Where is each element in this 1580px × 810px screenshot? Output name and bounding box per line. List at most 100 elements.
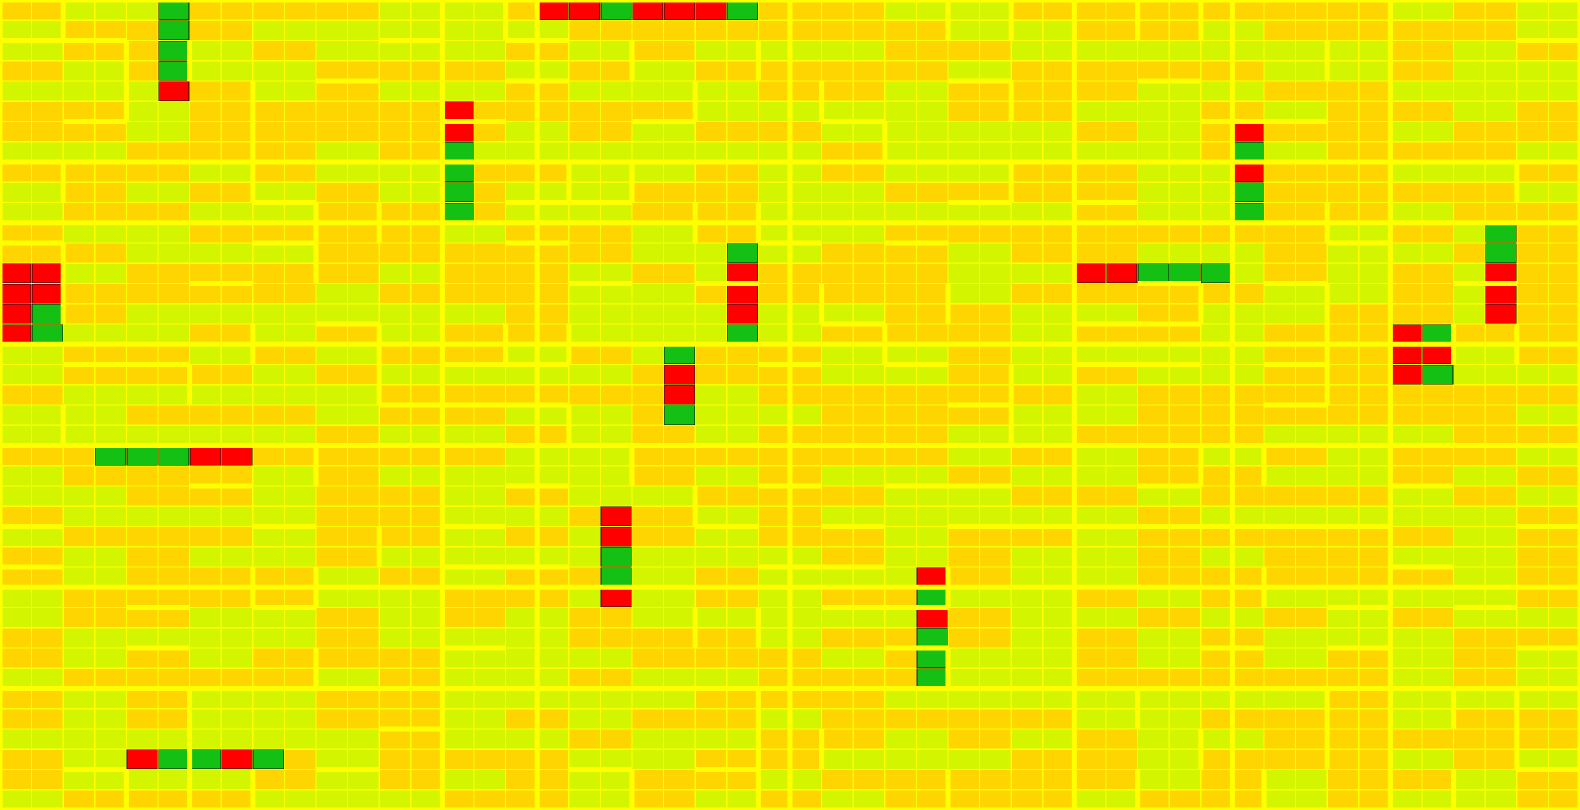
- tile[interactable]: [664, 203, 695, 223]
- tile[interactable]: [1169, 486, 1201, 506]
- tile[interactable]: [569, 41, 600, 61]
- tile[interactable]: [1169, 547, 1201, 567]
- tile[interactable]: [253, 527, 284, 547]
- tile[interactable]: [822, 182, 853, 202]
- tile[interactable]: [190, 20, 221, 40]
- tile[interactable]: [1043, 385, 1074, 405]
- tile[interactable]: [885, 0, 916, 20]
- tile[interactable]: [1485, 162, 1517, 182]
- tile[interactable]: [1422, 668, 1453, 688]
- tile[interactable]: [411, 284, 442, 304]
- tile[interactable]: [253, 608, 284, 628]
- tile[interactable]: [379, 284, 411, 304]
- tile[interactable]: [1106, 608, 1137, 628]
- tile[interactable]: [948, 243, 979, 263]
- tile[interactable]: [1106, 284, 1137, 304]
- tile[interactable]: [1549, 668, 1580, 688]
- tile[interactable]: [221, 527, 253, 547]
- piece-g-green-tile[interactable]: [1169, 263, 1201, 284]
- tile[interactable]: [379, 20, 411, 40]
- tile[interactable]: [221, 182, 253, 202]
- tile[interactable]: [158, 790, 189, 810]
- tile[interactable]: [1296, 770, 1327, 790]
- tile[interactable]: [1233, 41, 1264, 61]
- tile[interactable]: [1233, 304, 1264, 324]
- tile[interactable]: [1454, 729, 1485, 749]
- tile[interactable]: [190, 770, 221, 790]
- tile[interactable]: [632, 324, 663, 344]
- tile[interactable]: [759, 709, 790, 729]
- tile[interactable]: [948, 527, 979, 547]
- tile[interactable]: [695, 689, 727, 709]
- tile[interactable]: [537, 41, 569, 61]
- tile[interactable]: [853, 506, 885, 526]
- tile[interactable]: [1391, 0, 1422, 20]
- tile[interactable]: [506, 81, 537, 101]
- tile[interactable]: [285, 587, 316, 607]
- tile[interactable]: [727, 101, 758, 121]
- tile[interactable]: [1138, 41, 1169, 61]
- tile[interactable]: [1233, 770, 1264, 790]
- tile[interactable]: [443, 567, 474, 587]
- tile[interactable]: [917, 425, 948, 445]
- tile[interactable]: [917, 689, 948, 709]
- tile[interactable]: [948, 182, 979, 202]
- tile[interactable]: [727, 729, 758, 749]
- tile[interactable]: [1296, 729, 1327, 749]
- tile[interactable]: [1233, 61, 1264, 81]
- tile[interactable]: [506, 547, 537, 567]
- tile[interactable]: [1422, 749, 1453, 769]
- tile[interactable]: [253, 203, 284, 223]
- tile[interactable]: [1043, 162, 1074, 182]
- tile[interactable]: [1327, 0, 1359, 20]
- tile[interactable]: [1454, 182, 1485, 202]
- tile[interactable]: [759, 122, 790, 142]
- tile[interactable]: [0, 223, 31, 243]
- tile[interactable]: [411, 101, 442, 121]
- tile[interactable]: [632, 284, 663, 304]
- tile[interactable]: [316, 689, 347, 709]
- tile[interactable]: [348, 81, 379, 101]
- tile[interactable]: [411, 628, 442, 648]
- piece-i-green-tile[interactable]: [1422, 324, 1454, 344]
- tile[interactable]: [1549, 527, 1580, 547]
- tile[interactable]: [158, 385, 189, 405]
- piece-l-green-tile[interactable]: [600, 547, 632, 567]
- tile[interactable]: [790, 668, 821, 688]
- tile[interactable]: [1011, 587, 1043, 607]
- tile[interactable]: [32, 608, 63, 628]
- tile[interactable]: [695, 668, 727, 688]
- tile[interactable]: [1327, 385, 1359, 405]
- tile[interactable]: [190, 365, 221, 385]
- tile[interactable]: [127, 304, 158, 324]
- tile[interactable]: [822, 365, 853, 385]
- tile[interactable]: [790, 20, 821, 40]
- tile[interactable]: [601, 628, 632, 648]
- tile[interactable]: [285, 365, 316, 385]
- tile[interactable]: [1296, 385, 1327, 405]
- tile[interactable]: [253, 405, 284, 425]
- tile[interactable]: [980, 608, 1011, 628]
- tile[interactable]: [727, 689, 758, 709]
- tile[interactable]: [285, 547, 316, 567]
- tile[interactable]: [1043, 182, 1074, 202]
- tile[interactable]: [1517, 628, 1548, 648]
- tile[interactable]: [158, 101, 189, 121]
- tile[interactable]: [474, 749, 505, 769]
- tile[interactable]: [727, 61, 758, 81]
- tile[interactable]: [664, 425, 695, 445]
- tile[interactable]: [348, 587, 379, 607]
- piece-i-red-tile[interactable]: [1422, 344, 1454, 365]
- tile[interactable]: [253, 506, 284, 526]
- tile[interactable]: [569, 284, 600, 304]
- tile[interactable]: [63, 668, 95, 688]
- tile[interactable]: [1517, 587, 1548, 607]
- tile[interactable]: [190, 0, 221, 20]
- tile[interactable]: [1011, 61, 1043, 81]
- tile[interactable]: [537, 182, 569, 202]
- tile[interactable]: [1043, 446, 1074, 466]
- tile[interactable]: [379, 608, 411, 628]
- tile[interactable]: [1011, 729, 1043, 749]
- tile[interactable]: [1011, 284, 1043, 304]
- tile[interactable]: [1264, 162, 1295, 182]
